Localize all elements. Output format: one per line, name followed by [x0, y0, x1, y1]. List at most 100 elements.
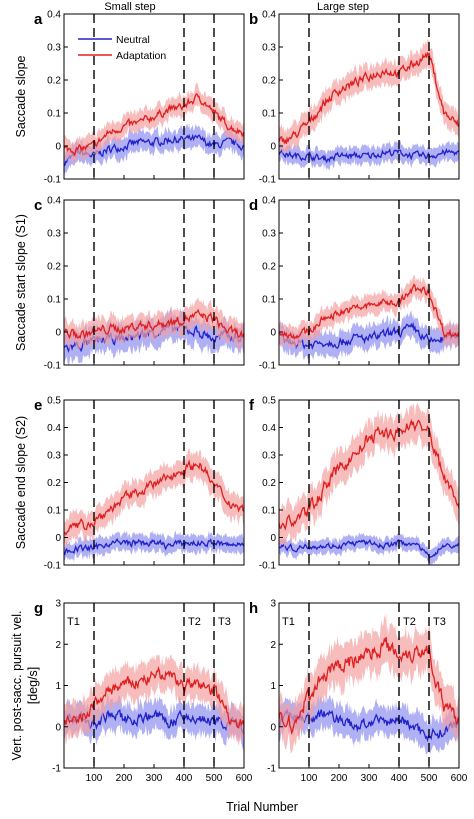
y-tick-label: 0.1 [47, 109, 61, 120]
panel-letter: g [34, 600, 43, 617]
column-title-large-step: Large step [317, 1, 369, 13]
neutral-error-band [64, 123, 244, 178]
x-tick-label: 500 [206, 773, 223, 784]
y-tick-label: 2 [270, 640, 276, 651]
y-tick-label: -0.1 [259, 175, 277, 186]
adaptation-error-band [64, 447, 244, 548]
y-tick-label: 0.2 [262, 262, 276, 273]
y-tick-label: 0 [55, 722, 61, 733]
y-tick-label: 0.2 [47, 478, 61, 489]
neutral-error-band [64, 693, 244, 751]
y-tick-label: 0.3 [47, 43, 61, 54]
plot-area [64, 653, 244, 751]
phase-label: T2 [188, 616, 201, 628]
x-tick-label: 200 [116, 773, 133, 784]
y-tick-label: 1 [55, 681, 61, 692]
panel-d: -0.1 0 0.1 0.2 0.3 0.4 d [249, 196, 460, 372]
y-tick-label: 0.3 [262, 43, 276, 54]
panel-e: -0.1 0 0.1 0.2 0.3 0.4 0.5 e [34, 396, 245, 572]
y-tick-label: 0 [55, 328, 61, 339]
y-tick-label: 0 [55, 142, 61, 153]
y-tick-label: 0.2 [262, 76, 276, 87]
panel-h: 100 200 300 400 500 600 -1 0 1 2 3 h T1 T2 T3 [249, 599, 468, 785]
panel-letter: e [34, 397, 42, 414]
x-axis-label: Trial Number [226, 800, 298, 814]
y-tick-label: 0 [270, 722, 276, 733]
x-tick-label: 600 [451, 773, 468, 784]
legend-neutral-label: Neutral [116, 34, 150, 46]
y-tick-label: -1 [267, 764, 276, 775]
y-tick-label: 0.4 [47, 10, 61, 21]
plot-area [64, 297, 244, 365]
x-tick-label: 500 [421, 773, 438, 784]
plot-area [279, 38, 459, 171]
phase-label: T2 [403, 616, 416, 628]
y-tick-label: -0.1 [259, 361, 277, 372]
y-axis-label: Saccade start slope (S1) [14, 214, 28, 351]
y-axis-label: Saccade slope [14, 55, 28, 137]
y-axis-label: Vert. post-sacc. pursuit vel. [10, 610, 24, 760]
y-tick-label: 0.2 [47, 262, 61, 273]
neutral-error-band [64, 530, 244, 563]
y-tick-label: 0 [55, 533, 61, 544]
adaptation-error-band [64, 297, 244, 351]
adaptation-error-band [64, 653, 244, 747]
adaptation-error-band [64, 82, 244, 167]
y-tick-label: 0.4 [262, 196, 276, 207]
y-tick-label: -0.1 [44, 361, 62, 372]
y-tick-label: 0 [270, 142, 276, 153]
phase-label: T3 [218, 616, 231, 628]
legend-adaptation-label: Adaptation [116, 50, 166, 62]
panel-letter: h [249, 600, 258, 617]
panel-letter: d [249, 197, 258, 214]
y-tick-label: 0.3 [262, 229, 276, 240]
plot-area [279, 402, 459, 565]
phase-label: T1 [282, 616, 295, 628]
y-tick-label: 3 [270, 599, 276, 610]
y-axis-unit-label: [deg/s] [26, 667, 40, 705]
x-tick-label: 200 [331, 773, 348, 784]
panel-c: -0.1 0 0.1 0.2 0.3 0.4 c [34, 196, 245, 372]
y-tick-label: 0.1 [47, 295, 61, 306]
y-tick-label: 2 [55, 640, 61, 651]
y-tick-label: 0.4 [262, 10, 276, 21]
y-tick-label: 0.1 [262, 295, 276, 306]
y-tick-label: 0.5 [47, 396, 61, 407]
panel-letter: b [249, 11, 258, 28]
x-tick-label: 300 [146, 773, 163, 784]
y-tick-label: 0.3 [262, 451, 276, 462]
x-tick-label: 400 [176, 773, 193, 784]
x-tick-label: 100 [86, 773, 103, 784]
y-tick-label: 3 [55, 599, 61, 610]
plot-area [64, 82, 244, 178]
phase-label: T1 [67, 616, 80, 628]
column-title-small-step: Small step [104, 1, 155, 13]
panel-g: 100 200 300 400 500 600 -1 0 1 2 3 g T1 T2 T3 [34, 599, 253, 785]
phase-label: T3 [433, 616, 446, 628]
x-tick-label: 100 [301, 773, 318, 784]
panel-letter: a [34, 11, 43, 28]
adaptation-error-band [279, 38, 459, 155]
y-tick-label: 0.1 [262, 506, 276, 517]
x-tick-label: 400 [391, 773, 408, 784]
y-tick-label: -0.1 [44, 175, 62, 186]
adaptation-error-band [279, 612, 459, 754]
y-tick-label: 0.3 [47, 229, 61, 240]
y-tick-label: 0 [270, 328, 276, 339]
y-tick-label: 0.3 [47, 451, 61, 462]
plot-area [279, 274, 459, 361]
panel-b: -0.1 0 0.1 0.2 0.3 0.4 b [249, 10, 460, 186]
x-tick-label: 300 [361, 773, 378, 784]
neutral-error-band [279, 532, 459, 565]
y-tick-label: 0.2 [262, 478, 276, 489]
y-tick-label: 0.1 [262, 109, 276, 120]
y-tick-label: -0.1 [259, 561, 277, 572]
y-tick-label: 0.5 [262, 396, 276, 407]
legend: Neutral Adaptation [78, 34, 166, 62]
y-tick-label: 0.1 [47, 506, 61, 517]
y-tick-label: -0.1 [44, 561, 62, 572]
panel-a: -0.1 0 0.1 0.2 0.3 0.4 a [34, 10, 245, 186]
y-axis-label: Saccade end slope (S2) [14, 416, 28, 549]
x-tick-label: 600 [236, 773, 253, 784]
